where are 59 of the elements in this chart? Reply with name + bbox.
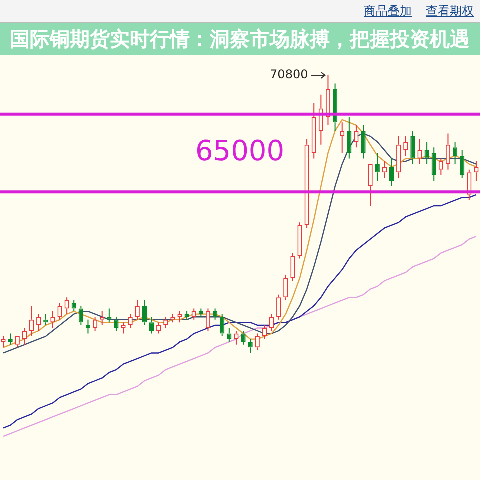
candlestick <box>389 158 394 188</box>
candlestick <box>78 306 84 326</box>
candlestick <box>284 274 288 301</box>
candlestick <box>72 300 76 312</box>
candlestick <box>418 138 422 165</box>
candlestick <box>361 124 366 160</box>
candlestick <box>410 130 416 165</box>
candlestick <box>460 150 465 179</box>
candlestick <box>262 324 267 340</box>
candlestick <box>276 294 282 320</box>
candlestick <box>269 314 274 332</box>
candlestick <box>50 311 56 329</box>
candlestick <box>375 152 380 182</box>
candlestick <box>220 314 225 338</box>
candlestick <box>206 308 211 332</box>
candlestick <box>298 222 302 260</box>
candlestick <box>347 116 352 160</box>
candlestick <box>290 252 296 282</box>
candlestick <box>170 314 176 324</box>
candlestick <box>312 102 316 160</box>
candlestick <box>213 308 218 320</box>
candlestick <box>100 311 105 326</box>
candlestick <box>432 147 436 182</box>
candlestick <box>135 300 140 320</box>
candlestick <box>58 302 62 320</box>
candlestick <box>424 142 430 165</box>
text: 商品叠加 <box>364 4 412 18</box>
candlestick <box>248 338 253 354</box>
candlestick <box>234 330 239 346</box>
candlestick <box>446 133 451 170</box>
candlestick <box>128 314 133 329</box>
candlestick <box>164 316 168 329</box>
candlestick <box>107 308 112 324</box>
candlestick <box>354 124 359 148</box>
candlestick <box>192 308 196 320</box>
candlestick <box>255 333 260 351</box>
candlestick <box>241 330 246 346</box>
candlestick <box>438 158 444 176</box>
candlestick <box>227 328 232 343</box>
candlestick <box>93 316 98 332</box>
candlestick <box>64 297 70 315</box>
annotation: 70800 <box>270 68 308 82</box>
candlestick <box>396 136 402 179</box>
candlestick <box>304 138 310 229</box>
candlestick <box>22 328 27 346</box>
annotation: 65000 <box>195 134 285 168</box>
chart-title: 国际铜期货实时行情：洞察市场脉搏，把握投资机遇 <box>0 23 480 55</box>
candlestick <box>198 308 204 318</box>
candlestick <box>149 316 154 334</box>
candlestick <box>142 300 147 326</box>
candlestick <box>453 142 458 165</box>
candlestick <box>404 136 408 156</box>
candlestick <box>36 314 42 332</box>
candlestick <box>368 164 373 206</box>
candlestick <box>29 306 34 338</box>
candlestick <box>114 316 119 332</box>
candlestick <box>474 161 479 182</box>
text: 查看期权 <box>426 4 474 18</box>
candlestick <box>15 336 20 348</box>
